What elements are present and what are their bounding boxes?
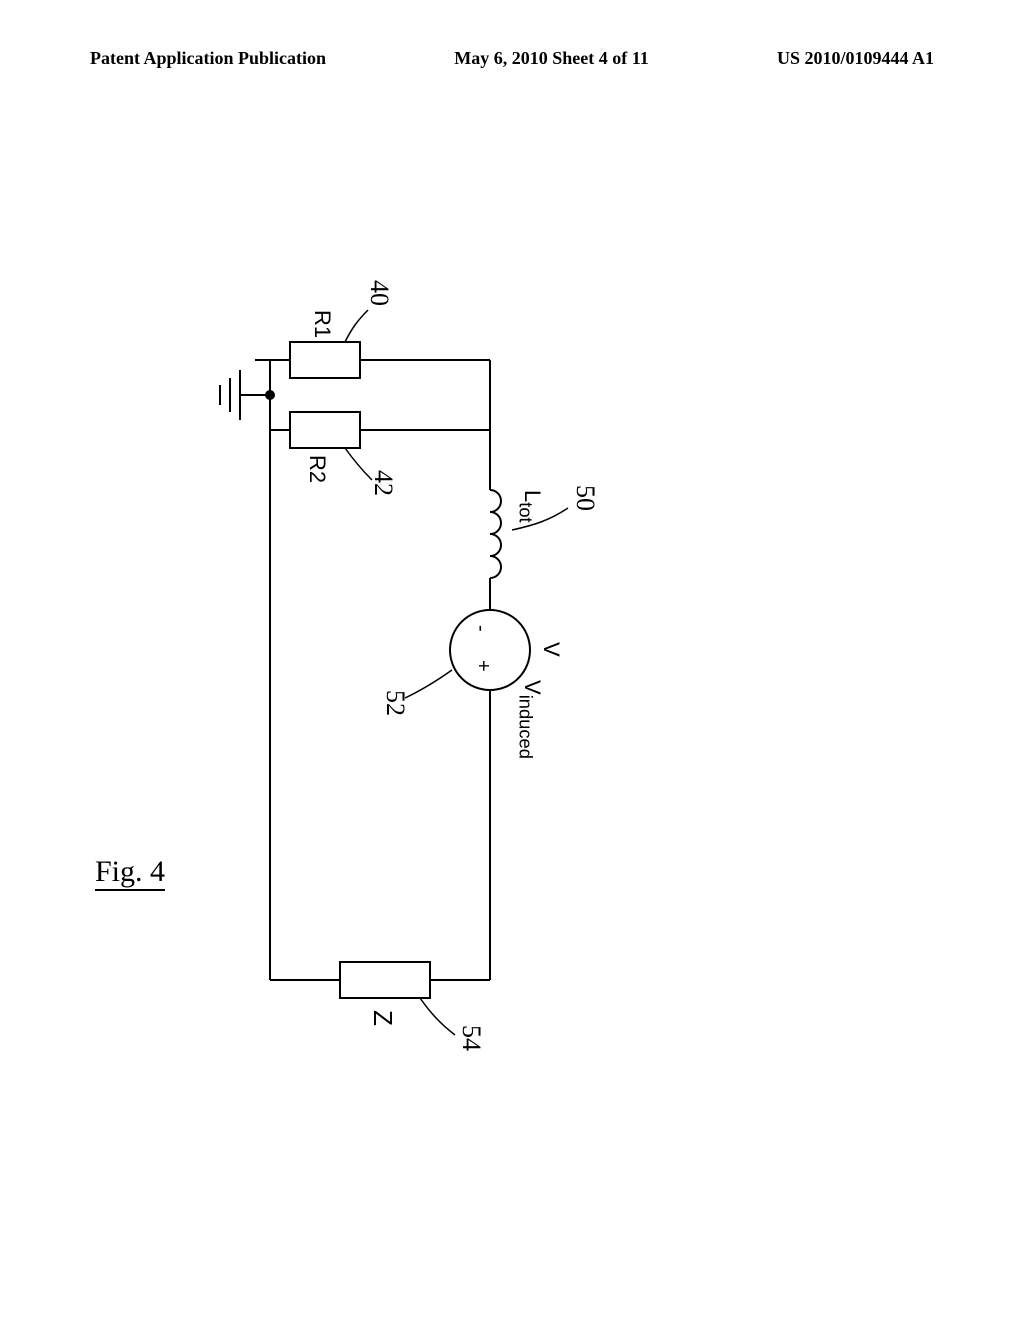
ref-50: 50 — [570, 485, 600, 511]
header-center: May 6, 2010 Sheet 4 of 11 — [454, 48, 648, 69]
source-v-label: V — [538, 642, 564, 657]
r2-label: R2 — [304, 455, 330, 483]
source-minus: - — [469, 625, 492, 632]
ref-42: 42 — [368, 470, 398, 496]
ref-40: 40 — [364, 280, 394, 306]
header-right: US 2010/0109444 A1 — [777, 48, 934, 69]
r1-label: R1 — [309, 310, 335, 338]
circuit-svg — [60, 280, 620, 1040]
patent-header: Patent Application Publication May 6, 20… — [0, 48, 1024, 69]
source-vinduced-label: Vinduced — [515, 680, 545, 759]
ref-52: 52 — [380, 690, 410, 716]
ref-54: 54 — [456, 1025, 486, 1051]
header-left: Patent Application Publication — [90, 48, 326, 69]
z-label: Z — [367, 1010, 398, 1026]
source-plus: + — [471, 660, 494, 672]
inductor-label: Ltot — [515, 490, 545, 523]
